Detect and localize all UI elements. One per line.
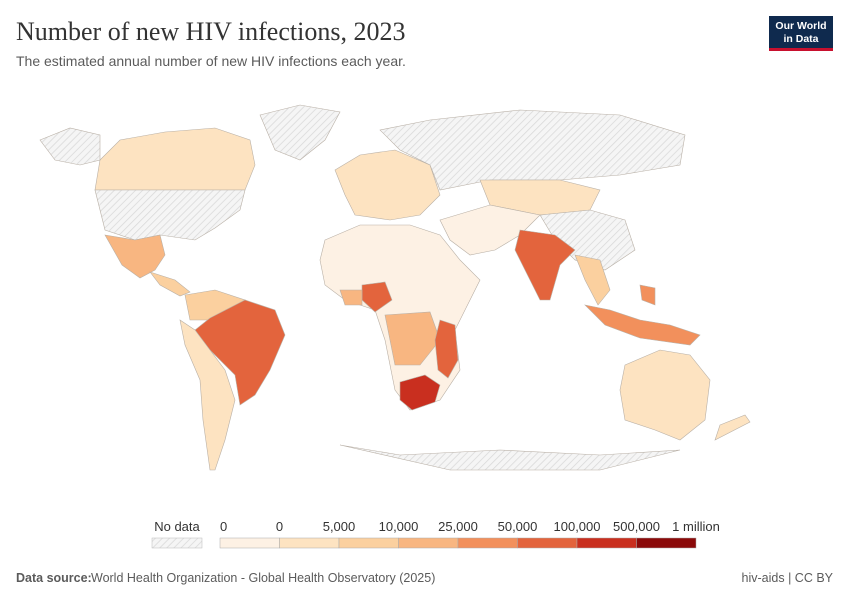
legend-swatch [517,537,578,549]
antarctic-edge [339,444,681,471]
central-southern-africa [384,311,441,366]
new-zealand [714,414,751,441]
india [514,229,576,301]
world-map [39,104,751,471]
legend-label: 25,000 [438,519,478,534]
south-africa [399,374,441,411]
canada [94,127,256,191]
logo-text: in Data [783,33,818,45]
southern-south-america [179,319,236,471]
source-label: Data source: [16,571,92,585]
mozambique-malawi [434,319,459,379]
legend-swatch [576,537,637,549]
legend-swatch [457,537,518,549]
title: Number of new HIV infections, 2023 [16,17,405,46]
logo-bar [769,48,833,51]
alaska [39,127,101,166]
middle-east [439,204,541,256]
legend-swatch [219,537,280,549]
legend-label: 0 [276,519,283,534]
legend-label: 5,000 [323,519,356,534]
subtitle: The estimated annual number of new HIV i… [16,53,406,69]
legend-no-data-swatch [151,537,203,549]
indonesia [584,304,701,346]
legend-label: 0 [220,519,227,534]
legend-label: 50,000 [498,519,538,534]
source: World Health Organization - Global Healt… [91,571,435,585]
southeast-asia [574,254,611,306]
usa [94,189,246,241]
logo-box [769,16,833,48]
legend-label: 10,000 [379,519,419,534]
legend-label: 100,000 [554,519,601,534]
legend-swatch [398,537,459,549]
central-america [149,271,191,297]
legend-label: 500,000 [613,519,660,534]
logo: Our World in Data [769,16,833,51]
philippines [639,284,656,306]
russia [379,109,686,191]
legend-label: 1 million [672,519,720,534]
west-africa [339,289,363,306]
legend-swatch [338,537,399,549]
australia [619,349,711,441]
legend-swatch [636,537,697,549]
europe [334,149,441,221]
mexico [104,234,166,279]
greenland [259,104,341,161]
license: hiv-aids | CC BY [742,571,834,585]
legend-swatch [279,537,340,549]
legend-no-data-label: No data [154,519,200,534]
legend: No data 0 0 5,000 10,000 25,000 50,000 100,000… [151,519,720,549]
logo-text: Our World [775,20,826,32]
